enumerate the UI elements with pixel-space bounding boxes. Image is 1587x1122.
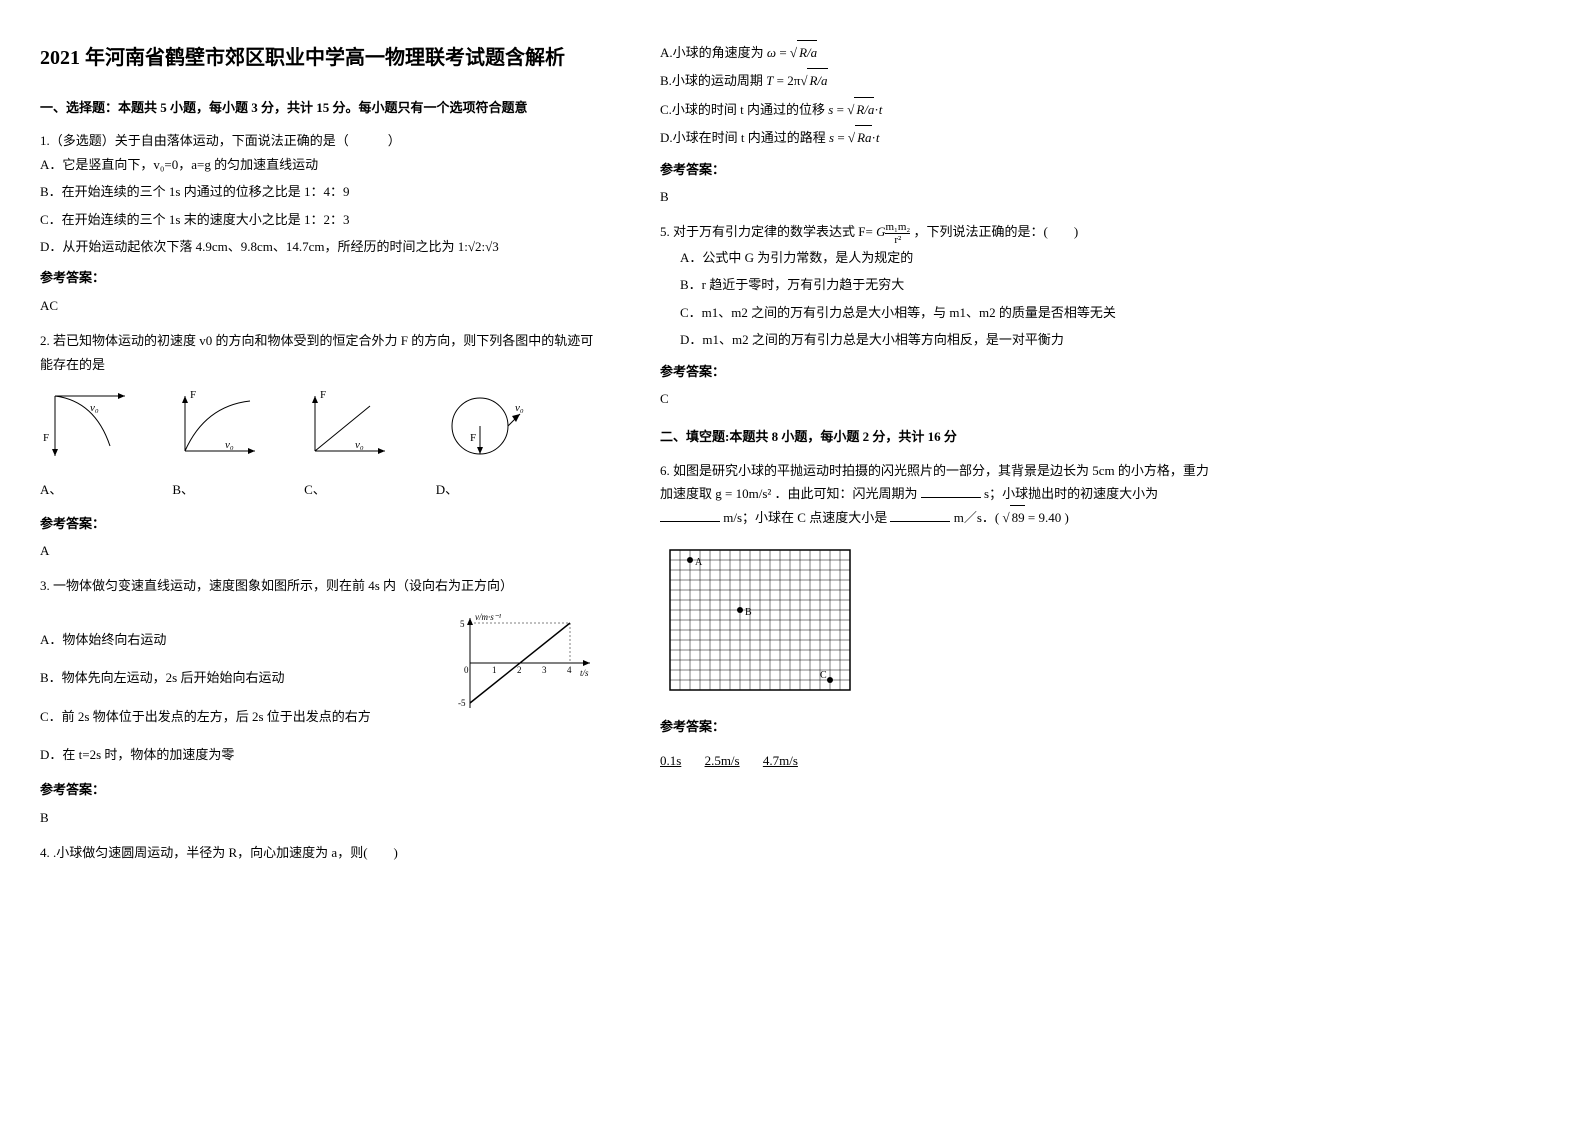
q4-optC: C.小球的时间 t 内通过的位移 s = R/a·t — [660, 97, 1220, 121]
q3-answer: B — [40, 806, 600, 829]
q2-label-B: B、 — [172, 478, 194, 501]
q2-diagrams: v₀ F F v₀ — [40, 386, 600, 473]
q4-formulaA: ω = R/a — [767, 45, 817, 60]
svg-text:5: 5 — [460, 619, 465, 629]
q1-optB: B．在开始连续的三个 1s 内通过的位移之比是 1：4：9 — [40, 180, 600, 203]
q3-chart: v/m·s⁻¹ t/s 5 -5 0 1 2 3 4 — [450, 608, 600, 725]
question-5: 5. 对于万有引力定律的数学表达式 F= Gm₁m₂r² ，下列说法正确的是：(… — [660, 220, 1220, 410]
svg-text:-5: -5 — [458, 698, 466, 708]
q1-stem: 1.（多选题）关于自由落体运动，下面说法正确的是（ ） — [40, 129, 600, 152]
svg-text:v₀: v₀ — [515, 402, 524, 414]
blank-2 — [660, 507, 720, 522]
question-6: 6. 如图是研究小球的平抛运动时拍摄的闪光照片的一部分，其背景是边长为 5cm … — [660, 459, 1220, 772]
svg-text:v/m·s⁻¹: v/m·s⁻¹ — [475, 612, 501, 622]
q3-optC: C．前 2s 物体位于出发点的左方，后 2s 位于出发点的右方 — [40, 705, 420, 728]
svg-text:F: F — [470, 432, 476, 444]
q2-answer: A — [40, 539, 600, 562]
svg-text:0: 0 — [464, 665, 469, 675]
question-1: 1.（多选题）关于自由落体运动，下面说法正确的是（ ） A．它是竖直向下，v₀=… — [40, 129, 600, 317]
q4-optB: B.小球的运动周期 T = 2πR/a — [660, 68, 1220, 92]
svg-text:v₀: v₀ — [225, 439, 234, 451]
q1-optC: C．在开始连续的三个 1s 末的速度大小之比是 1：2：3 — [40, 208, 600, 231]
q3-answer-label: 参考答案： — [40, 778, 600, 801]
q3-stem: 3. 一物体做匀变速直线运动，速度图象如图所示，则在前 4s 内（设向右为正方向… — [40, 574, 600, 597]
svg-text:A: A — [695, 557, 703, 568]
svg-text:4: 4 — [567, 665, 572, 675]
section2-header: 二、填空题:本题共 8 小题，每小题 2 分，共计 16 分 — [660, 425, 1220, 448]
question-4-options: A.小球的角速度为 ω = R/a B.小球的运动周期 T = 2πR/a C.… — [660, 40, 1220, 208]
q1-ratio: 1:√2:√3 — [458, 239, 499, 254]
svg-text:2: 2 — [517, 665, 522, 675]
q4-optA: A.小球的角速度为 ω = R/a — [660, 40, 1220, 64]
svg-text:t/s: t/s — [580, 668, 589, 678]
q3-optA: A．物体始终向右运动 — [40, 628, 420, 651]
svg-text:B: B — [745, 607, 752, 618]
blank-3 — [890, 507, 950, 522]
q5-formula: Gm₁m₂r² — [876, 224, 910, 239]
q4-formulaB: T = 2πR/a — [766, 73, 827, 88]
question-2: 2. 若已知物体运动的初速度 v0 的方向和物体受到的恒定合外力 F 的方向，则… — [40, 329, 600, 562]
q6-answer: 0.1s 2.5m/s 4.7m/s — [660, 749, 1220, 772]
q1-optD: D．从开始运动起依次下落 4.9cm、9.8cm、14.7cm，所经历的时间之比… — [40, 235, 600, 258]
q4-answer: B — [660, 185, 1220, 208]
q6-answer-label: 参考答案： — [660, 715, 1220, 738]
q2-stem: 2. 若已知物体运动的初速度 v0 的方向和物体受到的恒定合外力 F 的方向，则… — [40, 329, 600, 376]
svg-text:v₀: v₀ — [90, 402, 99, 414]
q3-optD: D．在 t=2s 时，物体的加速度为零 — [40, 743, 420, 766]
svg-text:C: C — [820, 670, 827, 681]
q5-optD: D．m1、m2 之间的万有引力总是大小相等方向相反，是一对平衡力 — [680, 328, 1220, 351]
q6-ans3: 4.7m/s — [763, 753, 798, 768]
svg-text:3: 3 — [542, 665, 547, 675]
svg-text:F: F — [320, 389, 326, 401]
q2-diag-A: v₀ F — [40, 386, 140, 473]
svg-text:1: 1 — [492, 665, 497, 675]
q2-label-C: C、 — [304, 478, 326, 501]
q5-stem: 5. 对于万有引力定律的数学表达式 F= Gm₁m₂r² ，下列说法正确的是：(… — [660, 220, 1220, 246]
q6-ans1: 0.1s — [660, 753, 681, 768]
q1-optA: A．它是竖直向下，v₀=0，a=g 的匀加速直线运动 — [40, 153, 600, 176]
exam-title: 2021 年河南省鹤壁市郊区职业中学高一物理联考试题含解析 — [40, 40, 600, 76]
q6-ans2: 2.5m/s — [705, 753, 740, 768]
q3-optB: B．物体先向左运动，2s 后开始始向右运动 — [40, 666, 420, 689]
q2-diag-C: F v₀ — [300, 386, 400, 473]
q4-stem: 4. .小球做匀速圆周运动，半径为 R，向心加速度为 a，则( ) — [40, 841, 600, 864]
q5-answer-label: 参考答案： — [660, 360, 1220, 383]
question-3: 3. 一物体做匀变速直线运动，速度图象如图所示，则在前 4s 内（设向右为正方向… — [40, 574, 600, 829]
q4-answer-label: 参考答案： — [660, 158, 1220, 181]
q2-label-D: D、 — [436, 478, 458, 501]
q1-answer-label: 参考答案： — [40, 266, 600, 289]
q4-formulaC: s = R/a·t — [828, 102, 882, 117]
q5-answer: C — [660, 387, 1220, 410]
svg-text:v₀: v₀ — [355, 439, 364, 451]
q6-grid-chart: A B C — [660, 540, 1220, 707]
q6-stem: 6. 如图是研究小球的平抛运动时拍摄的闪光照片的一部分，其背景是边长为 5cm … — [660, 459, 1220, 530]
section1-header: 一、选择题：本题共 5 小题，每小题 3 分，共计 15 分。每小题只有一个选项… — [40, 96, 600, 119]
q2-labels: A、 B、 C、 D、 — [40, 478, 600, 501]
left-column: 2021 年河南省鹤壁市郊区职业中学高一物理联考试题含解析 一、选择题：本题共 … — [40, 40, 600, 875]
q2-diag-D: v₀ F — [430, 386, 530, 473]
q2-label-A: A、 — [40, 478, 62, 501]
q6-g-formula: g = 10m/s² — [715, 486, 771, 501]
q5-optB: B．r 趋近于零时，万有引力趋于无穷大 — [680, 273, 1220, 296]
svg-text:F: F — [190, 389, 196, 401]
q2-diag-B: F v₀ — [170, 386, 270, 473]
q6-tail-formula: 89 = 9.40 — [1002, 510, 1061, 525]
svg-text:F: F — [43, 432, 49, 444]
q4-optD: D.小球在时间 t 内通过的路程 s = Ra·t — [660, 125, 1220, 149]
q4-formulaD: s = Ra·t — [829, 130, 879, 145]
q5-optA: A．公式中 G 为引力常数，是人为规定的 — [680, 246, 1220, 269]
blank-1 — [921, 483, 981, 498]
q2-answer-label: 参考答案： — [40, 512, 600, 535]
right-column: A.小球的角速度为 ω = R/a B.小球的运动周期 T = 2πR/a C.… — [660, 40, 1220, 875]
question-4-stem: 4. .小球做匀速圆周运动，半径为 R，向心加速度为 a，则( ) — [40, 841, 600, 864]
q1-answer: AC — [40, 294, 600, 317]
q5-optC: C．m1、m2 之间的万有引力总是大小相等，与 m1、m2 的质量是否相等无关 — [680, 301, 1220, 324]
